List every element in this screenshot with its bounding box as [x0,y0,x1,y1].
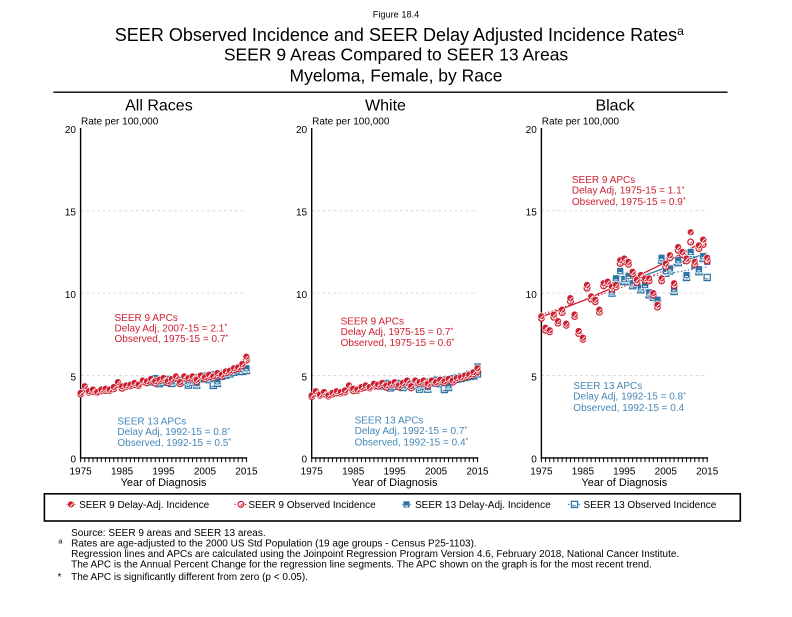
svg-text:SEER 9 APCs: SEER 9 APCs [341,317,404,328]
svg-text:Delay Adj, 1975-15 = 0.7*: Delay Adj, 1975-15 = 0.7* [341,325,454,338]
svg-text:Rate per 100,000: Rate per 100,000 [81,117,159,128]
svg-text:SEER 13 APCs: SEER 13 APCs [573,381,642,392]
svg-text:Year of Diagnosis: Year of Diagnosis [352,477,438,489]
svg-text:2005: 2005 [194,467,217,478]
svg-text:2005: 2005 [655,467,678,478]
svg-text:Delay Adj, 1975-15 = 1.1*: Delay Adj, 1975-15 = 1.1* [572,184,685,197]
svg-text:White: White [365,98,406,115]
svg-text:SEER 9 Delay-Adj. Incidence: SEER 9 Delay-Adj. Incidence [79,500,210,511]
svg-text:1975: 1975 [301,467,324,478]
svg-text:Source: SEER 9 areas and SEER: Source: SEER 9 areas and SEER 13 areas. [71,528,266,539]
svg-text:5: 5 [531,372,537,383]
svg-text:Rate per 100,000: Rate per 100,000 [542,117,620,128]
svg-text:*: * [58,572,62,583]
svg-text:Observed, 1992-15 = 0.5*: Observed, 1992-15 = 0.5* [117,436,231,449]
svg-text:All Races: All Races [125,98,193,115]
svg-text:1975: 1975 [530,467,553,478]
svg-text:20: 20 [296,125,308,136]
svg-text:a: a [58,536,63,545]
svg-text:10: 10 [296,290,308,301]
svg-text:Observed, 1992-15 = 0.4*: Observed, 1992-15 = 0.4* [355,436,469,449]
svg-text:SEER 13 Delay-Adj. Incidence: SEER 13 Delay-Adj. Incidence [415,500,551,511]
svg-text:1995: 1995 [383,467,406,478]
svg-text:Observed, 1975-15 = 0.6*: Observed, 1975-15 = 0.6* [341,336,455,349]
svg-text:SEER 13 APCs: SEER 13 APCs [355,415,424,426]
svg-text:Observed, 1975-15 = 0.9*: Observed, 1975-15 = 0.9* [572,195,686,208]
svg-text:2015: 2015 [696,467,719,478]
svg-text:SEER 9 APCs: SEER 9 APCs [572,175,635,186]
svg-text:5: 5 [302,372,308,383]
svg-text:20: 20 [526,125,538,136]
svg-text:Delay Adj, 1992-15 = 0.7*: Delay Adj, 1992-15 = 0.7* [355,424,468,437]
svg-text:Delay Adj, 2007-15 = 2.1*: Delay Adj, 2007-15 = 2.1* [115,322,228,335]
svg-text:2015: 2015 [466,467,489,478]
svg-text:1985: 1985 [572,467,595,478]
svg-text:15: 15 [526,208,538,219]
svg-text:1985: 1985 [111,467,134,478]
svg-text:Observed, 1975-15 = 0.7*: Observed, 1975-15 = 0.7* [115,332,229,345]
svg-text:1995: 1995 [152,467,175,478]
svg-text:0: 0 [302,455,308,466]
svg-text:The APC is the Annual Percent: The APC is the Annual Percent Change for… [71,560,652,571]
svg-text:1985: 1985 [342,467,365,478]
svg-text:SEER 13 APCs: SEER 13 APCs [117,417,186,428]
svg-text:1995: 1995 [613,467,636,478]
svg-text:The APC is significantly diffe: The APC is significantly different from … [71,572,308,583]
svg-text:15: 15 [296,208,308,219]
svg-text:Delay Adj, 1992-15 = 0.8*: Delay Adj, 1992-15 = 0.8* [117,425,230,438]
svg-text:Year of Diagnosis: Year of Diagnosis [581,477,667,489]
svg-text:SEER 13 Observed Incidence: SEER 13 Observed Incidence [584,500,717,511]
svg-text:Rate per 100,000: Rate per 100,000 [312,117,390,128]
svg-text:Figure 18.4: Figure 18.4 [373,10,419,20]
svg-text:20: 20 [65,125,77,136]
svg-text:15: 15 [65,208,77,219]
svg-text:0: 0 [70,455,76,466]
svg-text:Year of Diagnosis: Year of Diagnosis [121,477,207,489]
svg-text:SEER 9 Observed Incidence: SEER 9 Observed Incidence [248,500,376,511]
svg-text:Black: Black [595,98,635,115]
svg-text:10: 10 [526,290,538,301]
svg-text:5: 5 [70,372,76,383]
svg-text:10: 10 [65,290,77,301]
svg-text:Observed, 1992-15 = 0.4: Observed, 1992-15 = 0.4 [573,403,684,414]
svg-text:Regression lines and APCs are: Regression lines and APCs are calculated… [71,549,679,560]
svg-text:Delay Adj, 1992-15 = 0.8*: Delay Adj, 1992-15 = 0.8* [573,390,686,403]
svg-text:2005: 2005 [425,467,448,478]
svg-text:0: 0 [531,455,537,466]
svg-text:2015: 2015 [235,467,258,478]
svg-text:SEER 9 Areas Compared to SEER: SEER 9 Areas Compared to SEER 13 Areas [224,44,569,64]
svg-text:1975: 1975 [69,467,92,478]
svg-text:Myeloma, Female, by Race: Myeloma, Female, by Race [290,65,503,85]
svg-text:SEER 9 APCs: SEER 9 APCs [115,313,178,324]
svg-text:SEER Observed Incidence and SE: SEER Observed Incidence and SEER Delay A… [115,24,684,45]
svg-text:Rates are age-adjusted to the: Rates are age-adjusted to the 2000 US St… [71,538,477,549]
